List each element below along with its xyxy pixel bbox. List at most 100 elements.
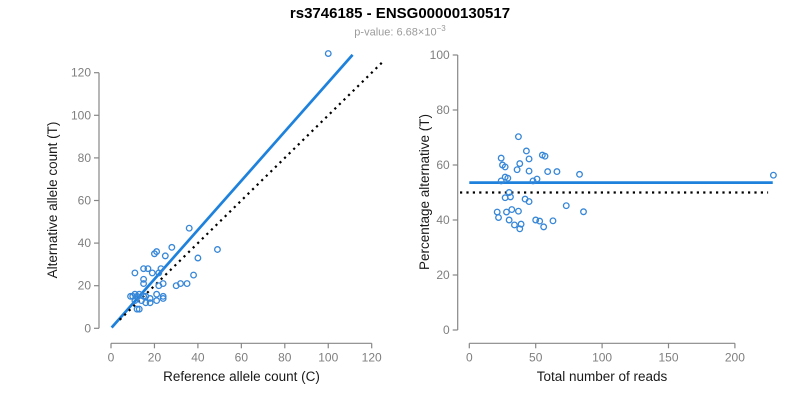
x-tick-label: 100: [592, 350, 612, 364]
y-tick-label: 120: [71, 66, 91, 80]
data-point: [522, 147, 530, 155]
y-tick-label: 0: [84, 321, 91, 335]
fit-line: [110, 53, 354, 329]
data-point: [533, 175, 541, 183]
data-point: [324, 50, 332, 57]
data-point: [148, 269, 156, 277]
data-point: [525, 167, 533, 175]
data-point: [185, 224, 193, 232]
data-point: [140, 265, 148, 273]
data-point: [511, 221, 518, 229]
data-point: [514, 133, 522, 141]
data-point: [153, 290, 161, 298]
y-tick-label: 40: [436, 213, 450, 227]
y-axis-label: Percentage alternative (T): [417, 114, 432, 270]
data-point: [769, 171, 777, 179]
data-point: [150, 250, 158, 258]
y-tick-label: 80: [436, 103, 450, 117]
data-point: [142, 292, 150, 300]
x-tick-label: 0: [108, 350, 115, 364]
y-tick-label: 60: [78, 194, 92, 208]
data-point: [501, 173, 509, 181]
x-tick-label: 50: [529, 350, 543, 364]
data-point: [514, 207, 522, 215]
data-point: [540, 223, 548, 231]
data-point: [544, 168, 552, 176]
data-point: [214, 246, 221, 253]
data-point: [159, 292, 167, 300]
data-point: [493, 208, 501, 216]
data-point: [135, 305, 143, 313]
data-point: [127, 292, 135, 300]
data-point: [562, 202, 570, 210]
pvalue-text: p-value: 6.68×10: [354, 26, 437, 39]
y-axis-label: Alternative allele count (T): [45, 122, 60, 279]
data-point: [576, 170, 583, 178]
data-point: [553, 168, 561, 176]
data-point: [525, 155, 533, 163]
data-point: [153, 297, 161, 305]
data-point: [497, 154, 505, 162]
data-point: [516, 225, 524, 233]
data-point: [194, 254, 202, 262]
data-point: [538, 151, 546, 159]
x-axis-label: Reference allele count (C): [163, 369, 320, 384]
data-point: [146, 299, 154, 307]
data-point: [159, 295, 167, 302]
y-tick-label: 20: [78, 279, 92, 293]
data-point: [131, 269, 139, 277]
x-tick-label: 40: [191, 350, 205, 364]
data-point: [140, 275, 148, 283]
y-tick-label: 40: [78, 236, 92, 250]
data-point: [144, 265, 152, 273]
y-tick-label: 20: [436, 268, 450, 282]
data-point: [497, 177, 505, 185]
y-tick-label: 80: [78, 151, 92, 165]
data-point: [157, 265, 165, 273]
y-tick-label: 100: [430, 48, 450, 62]
data-point: [168, 243, 176, 251]
data-point: [503, 208, 510, 216]
data-point: [172, 282, 180, 290]
figure-subtitle: p-value: 6.68×10−3: [0, 24, 800, 39]
x-tick-label: 80: [278, 350, 292, 364]
data-point: [495, 214, 502, 221]
data-point: [532, 216, 540, 224]
data-point: [190, 271, 198, 279]
data-point: [142, 299, 150, 307]
data-point: [549, 217, 557, 225]
y-tick-label: 0: [443, 323, 450, 337]
data-point: [159, 280, 167, 288]
x-tick-label: 200: [725, 350, 745, 364]
data-point: [536, 217, 544, 225]
data-point: [499, 161, 506, 169]
identity-line: [118, 59, 386, 321]
data-point: [525, 198, 533, 206]
data-point: [140, 280, 148, 288]
data-point: [161, 252, 169, 260]
data-point: [508, 206, 516, 213]
data-point: [505, 216, 513, 224]
y-tick-label: 60: [436, 158, 450, 172]
data-point: [183, 280, 191, 288]
data-point: [507, 193, 514, 201]
data-point: [505, 189, 513, 196]
y-tick-label: 100: [71, 108, 91, 122]
data-point: [501, 194, 509, 202]
pvalue-exponent: −3: [436, 24, 446, 33]
data-point: [513, 166, 521, 174]
data-point: [131, 297, 139, 305]
x-axis-label: Total number of reads: [537, 369, 668, 384]
data-point: [133, 305, 141, 313]
figure-title: rs3746185 - ENSG00000130517: [289, 5, 511, 22]
x-tick-label: 120: [362, 350, 382, 364]
x-tick-label: 0: [466, 350, 473, 364]
x-tick-label: 100: [318, 350, 338, 364]
x-tick-label: 150: [658, 350, 678, 364]
data-point: [516, 160, 524, 168]
data-point: [580, 208, 587, 216]
x-tick-label: 20: [148, 350, 162, 364]
x-tick-label: 60: [235, 350, 249, 364]
